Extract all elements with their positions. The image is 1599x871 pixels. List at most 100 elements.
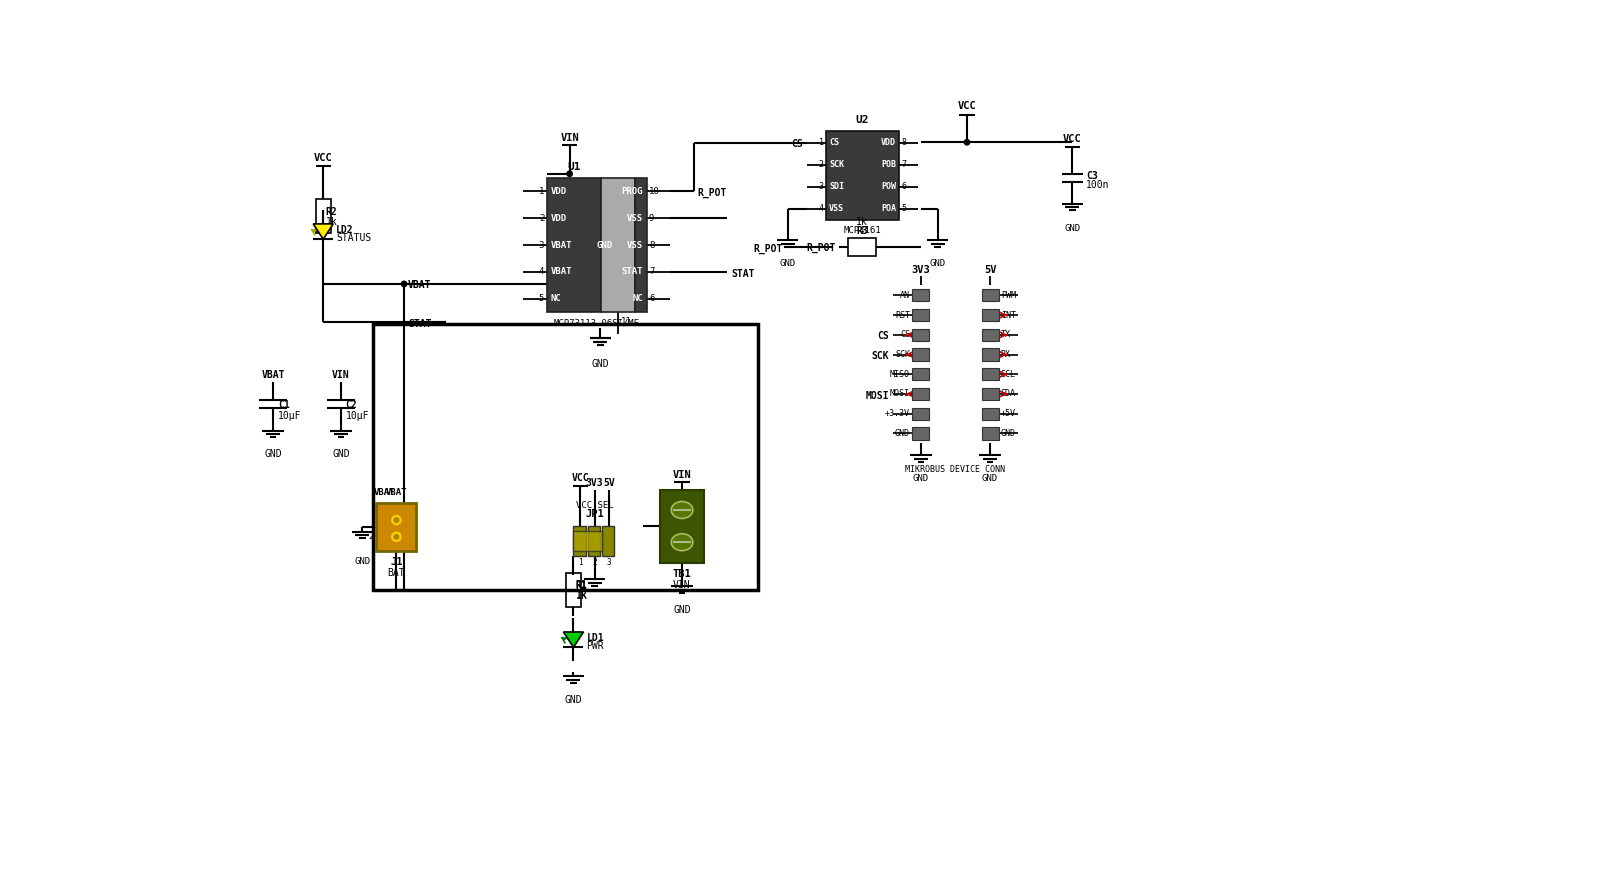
Text: BAT: BAT bbox=[387, 568, 405, 578]
Bar bbox=[601, 178, 635, 313]
Text: VIN: VIN bbox=[673, 470, 691, 480]
Bar bbox=[913, 328, 929, 341]
Text: STAT: STAT bbox=[731, 268, 755, 279]
Text: VDD: VDD bbox=[550, 213, 566, 223]
Text: VCC: VCC bbox=[958, 101, 977, 111]
Text: 5V: 5V bbox=[983, 265, 996, 274]
Bar bbox=[635, 178, 646, 313]
Text: JP1: JP1 bbox=[585, 509, 604, 519]
Text: LD2: LD2 bbox=[336, 225, 353, 235]
Circle shape bbox=[392, 516, 401, 524]
Bar bbox=[574, 526, 587, 556]
Text: 4: 4 bbox=[539, 267, 544, 276]
Text: SCK: SCK bbox=[871, 351, 889, 361]
Text: 100n: 100n bbox=[1086, 180, 1110, 191]
Text: SDA: SDA bbox=[1001, 389, 1015, 399]
Bar bbox=[913, 388, 929, 400]
Text: GND: GND bbox=[913, 474, 929, 483]
Text: GND: GND bbox=[929, 259, 945, 268]
Bar bbox=[827, 132, 899, 220]
Bar bbox=[982, 428, 998, 440]
Bar bbox=[913, 348, 929, 361]
Circle shape bbox=[568, 171, 572, 177]
Circle shape bbox=[393, 517, 398, 523]
Text: VBAT: VBAT bbox=[550, 267, 572, 276]
Text: 1k: 1k bbox=[576, 591, 587, 601]
Text: VCC: VCC bbox=[313, 153, 333, 163]
Text: 5: 5 bbox=[902, 205, 907, 213]
Bar bbox=[982, 348, 998, 361]
Bar bbox=[982, 289, 998, 301]
Text: VSS: VSS bbox=[627, 213, 643, 223]
Text: 2: 2 bbox=[819, 160, 823, 169]
Bar bbox=[913, 289, 929, 301]
Text: VDD: VDD bbox=[881, 138, 895, 147]
Text: CS: CS bbox=[878, 331, 889, 341]
Text: VDD: VDD bbox=[550, 186, 566, 196]
Text: VBAT: VBAT bbox=[550, 240, 572, 250]
Text: R2: R2 bbox=[326, 207, 337, 218]
Text: GND: GND bbox=[355, 557, 371, 565]
Text: GND: GND bbox=[779, 259, 796, 268]
Bar bbox=[982, 388, 998, 400]
Text: 7: 7 bbox=[649, 267, 654, 276]
Text: POA: POA bbox=[881, 205, 895, 213]
Text: +3.3V: +3.3V bbox=[884, 409, 910, 418]
Text: 2: 2 bbox=[368, 532, 373, 541]
Text: GND: GND bbox=[982, 474, 998, 483]
Text: STAT: STAT bbox=[408, 319, 432, 329]
Text: J1: J1 bbox=[390, 557, 403, 567]
Polygon shape bbox=[313, 224, 333, 240]
Text: PROG: PROG bbox=[622, 186, 643, 196]
Text: R3: R3 bbox=[857, 226, 868, 236]
Text: R1: R1 bbox=[576, 581, 587, 591]
Text: POB: POB bbox=[881, 160, 895, 169]
Bar bbox=[849, 238, 876, 256]
Bar bbox=[315, 199, 331, 233]
Bar bbox=[913, 368, 929, 381]
Bar bbox=[601, 526, 614, 556]
Bar bbox=[982, 408, 998, 420]
Bar bbox=[982, 309, 998, 321]
Text: 10: 10 bbox=[649, 186, 660, 196]
Bar bbox=[913, 408, 929, 420]
Text: MIKROBUS DEVICE CONN: MIKROBUS DEVICE CONN bbox=[905, 465, 1006, 474]
Text: VIN: VIN bbox=[560, 133, 579, 143]
Text: 4: 4 bbox=[819, 205, 823, 213]
Bar bbox=[566, 572, 580, 606]
Text: 10μF: 10μF bbox=[345, 410, 369, 421]
Text: SCK: SCK bbox=[895, 350, 910, 359]
Text: GND: GND bbox=[333, 449, 350, 460]
Text: GND: GND bbox=[1001, 429, 1015, 438]
Text: 2: 2 bbox=[539, 213, 544, 223]
Text: GND: GND bbox=[673, 605, 691, 615]
Text: 8: 8 bbox=[902, 138, 907, 147]
Text: NC: NC bbox=[632, 294, 643, 303]
Text: 9: 9 bbox=[649, 213, 654, 223]
Ellipse shape bbox=[672, 534, 692, 550]
Bar bbox=[587, 526, 600, 556]
Text: SDI: SDI bbox=[830, 182, 844, 192]
Text: 3: 3 bbox=[819, 182, 823, 192]
Bar bbox=[982, 328, 998, 341]
Text: RST: RST bbox=[895, 311, 910, 320]
Text: R_POT: R_POT bbox=[697, 187, 728, 198]
Text: POW: POW bbox=[881, 182, 895, 192]
Text: 6: 6 bbox=[649, 294, 654, 303]
Text: VCC: VCC bbox=[571, 473, 588, 483]
Text: MCP4161: MCP4161 bbox=[844, 226, 881, 235]
Text: 5V: 5V bbox=[603, 478, 616, 488]
Text: 5: 5 bbox=[539, 294, 544, 303]
Text: 6: 6 bbox=[902, 182, 907, 192]
Text: VIN: VIN bbox=[673, 579, 691, 590]
Circle shape bbox=[392, 532, 401, 542]
Text: TX: TX bbox=[1001, 330, 1011, 340]
Text: NC: NC bbox=[550, 294, 561, 303]
Text: VCC: VCC bbox=[1063, 134, 1083, 144]
Text: GND: GND bbox=[895, 429, 910, 438]
Text: SCK: SCK bbox=[830, 160, 844, 169]
Text: STAT: STAT bbox=[622, 267, 643, 276]
Bar bbox=[913, 309, 929, 321]
Text: U1: U1 bbox=[568, 161, 580, 172]
Text: C1: C1 bbox=[278, 400, 289, 410]
